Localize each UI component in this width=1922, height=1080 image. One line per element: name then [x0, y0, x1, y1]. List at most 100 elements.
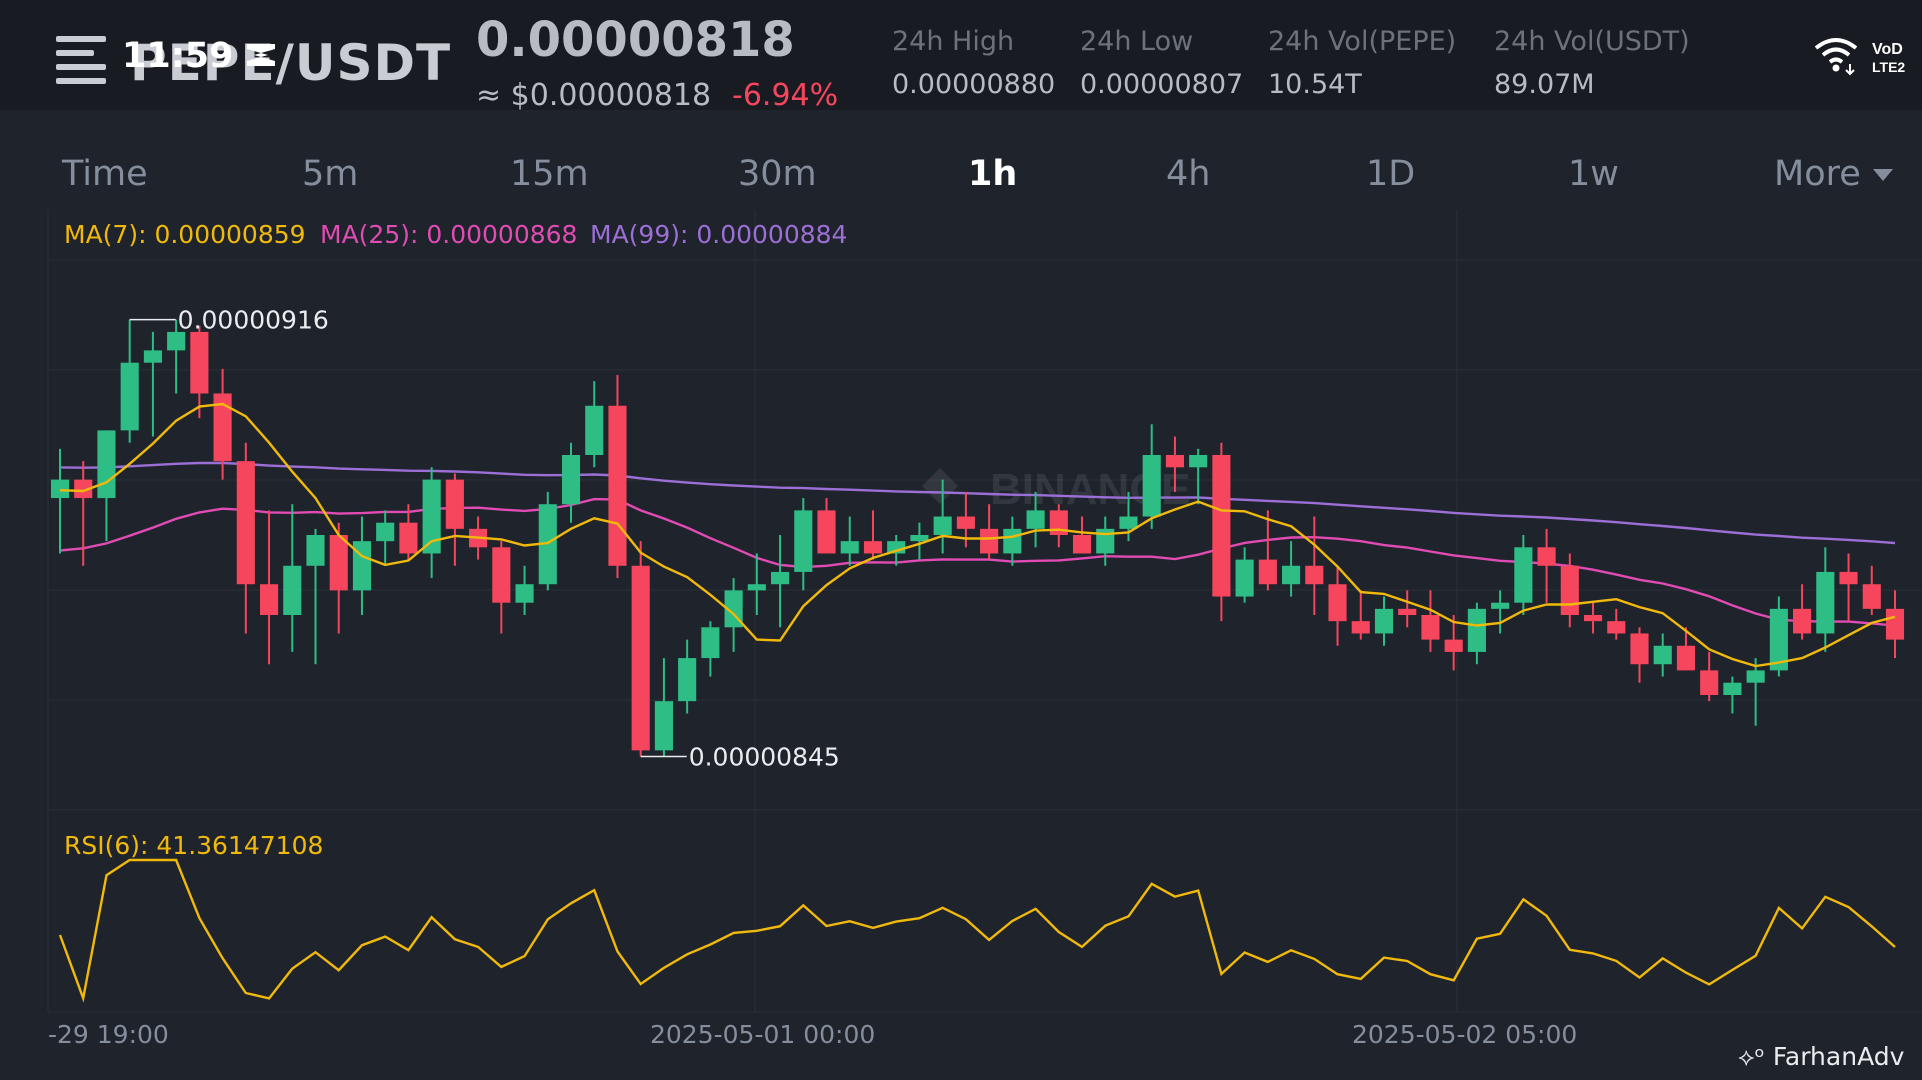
stat-value: 10.54T	[1268, 69, 1362, 100]
stat-24h-high: 24h High 0.00000880	[892, 26, 1055, 100]
candle-body	[1096, 528, 1115, 554]
candle-body	[1491, 602, 1510, 609]
menu-icon[interactable]	[56, 36, 106, 84]
ma25-label: MA(25): 0.00000868	[320, 220, 578, 249]
candle-body	[1607, 621, 1626, 634]
x-axis-label: -29 19:00	[48, 1020, 169, 1049]
candle-body	[678, 658, 697, 702]
stat-24h-vol-quote: 24h Vol(USDT) 89.07M	[1494, 26, 1690, 100]
candle-body	[608, 405, 627, 566]
x-axis-label: 2025-05-01 00:00	[650, 1020, 876, 1049]
tab-more-label: More	[1774, 154, 1861, 194]
candle-body	[794, 510, 813, 572]
svg-text:VoD: VoD	[1872, 41, 1903, 58]
candle-body	[817, 510, 836, 554]
candle-body	[352, 541, 372, 591]
candle-body	[1560, 565, 1579, 615]
candle-body	[1189, 455, 1208, 468]
stat-value: 89.07M	[1494, 69, 1595, 100]
candle-body	[329, 535, 348, 591]
tab-1w[interactable]: 1w	[1568, 154, 1619, 194]
interval-tabs: Time 5m 15m 30m 1h 4h 1D 1w More	[0, 150, 1922, 202]
candle-body	[143, 350, 162, 363]
high-price-label: 0.00000916	[178, 306, 329, 335]
tab-4h[interactable]: 4h	[1166, 154, 1211, 194]
candle-body	[1793, 608, 1812, 634]
candle-body	[259, 584, 279, 615]
ma25-series	[59, 497, 1896, 627]
price-annotations: 0.00000916 0.00000845	[129, 306, 840, 772]
stat-24h-vol-base: 24h Vol(PEPE) 10.54T	[1268, 26, 1456, 100]
candle-body	[190, 331, 209, 394]
candle-body	[1119, 516, 1138, 529]
trading-pair[interactable]: PEPE/USDT	[130, 34, 452, 92]
tab-5m[interactable]: 5m	[302, 154, 359, 194]
candle-body	[654, 701, 673, 751]
rsi-series	[58, 858, 1896, 1003]
candle-body	[74, 479, 93, 499]
ma7-label: MA(7): 0.00000859	[64, 220, 306, 249]
ma99-label: MA(99): 0.00000884	[590, 220, 848, 249]
candles	[50, 319, 1905, 757]
candle-body	[236, 461, 255, 585]
low-price-label: 0.00000845	[689, 743, 840, 772]
candle-body	[1444, 639, 1463, 652]
tab-1h[interactable]: 1h	[968, 154, 1018, 194]
stat-label: 24h Low	[1080, 26, 1194, 57]
last-price: 0.00000818	[476, 12, 795, 68]
candle-body	[1467, 608, 1486, 652]
stat-value: 0.00000880	[892, 69, 1056, 100]
tab-15m[interactable]: 15m	[510, 154, 589, 194]
candle-body	[1398, 608, 1417, 615]
ma99-series	[59, 461, 1896, 545]
caret-down-icon	[1872, 169, 1893, 181]
candle-body	[701, 627, 720, 659]
ma7-series	[59, 402, 1896, 668]
candle-body	[283, 565, 302, 615]
ma99-line	[59, 461, 1896, 545]
rsi-label: RSI(6): 41.36147108	[64, 831, 324, 860]
candle-body	[933, 516, 952, 535]
price-change: -6.94%	[732, 78, 839, 113]
candle-body	[1676, 645, 1696, 671]
chart-grid	[47, 210, 1922, 1013]
candle-body	[1374, 608, 1394, 634]
candle-body	[747, 584, 766, 591]
candle-body	[956, 516, 975, 529]
candle-body	[422, 479, 441, 554]
ma7-line	[59, 402, 1896, 668]
candle-body	[1839, 571, 1858, 585]
candle-body	[1885, 608, 1905, 640]
tab-time[interactable]: Time	[62, 154, 148, 194]
candle-body	[1258, 559, 1277, 585]
candle-body	[771, 571, 790, 585]
candle-body	[1514, 547, 1533, 603]
stat-label: 24h Vol(PEPE)	[1268, 26, 1457, 57]
stat-value: 0.00000807	[1080, 69, 1244, 100]
candle-body	[306, 535, 325, 566]
tab-more[interactable]: More	[1774, 154, 1893, 194]
candle-body	[1862, 584, 1881, 609]
candle-body	[910, 535, 929, 542]
diamond-icon: ⟡ᵒ	[1738, 1042, 1773, 1071]
candle-body	[1583, 615, 1603, 622]
capcut-icon	[247, 44, 275, 66]
candle-body	[1026, 510, 1045, 529]
candle-body	[1351, 621, 1370, 634]
tab-1d[interactable]: 1D	[1366, 154, 1416, 194]
candle-body	[1235, 559, 1254, 597]
wifi-icon: VoD LTE2	[1814, 38, 1905, 76]
candle-body	[213, 393, 232, 462]
x-axis-label: 2025-05-02 05:00	[1352, 1020, 1578, 1049]
candle-body	[1328, 584, 1347, 622]
candle-body	[1630, 633, 1649, 665]
watermark-text: FarhanAdv	[1772, 1042, 1905, 1071]
svg-text:LTE2: LTE2	[1872, 59, 1905, 75]
candle-body	[1072, 535, 1092, 554]
candle-body	[1212, 455, 1231, 597]
candle-body	[1003, 528, 1022, 554]
candle-body	[97, 430, 116, 499]
stat-label: 24h High	[892, 26, 1015, 57]
tab-30m[interactable]: 30m	[738, 154, 817, 194]
